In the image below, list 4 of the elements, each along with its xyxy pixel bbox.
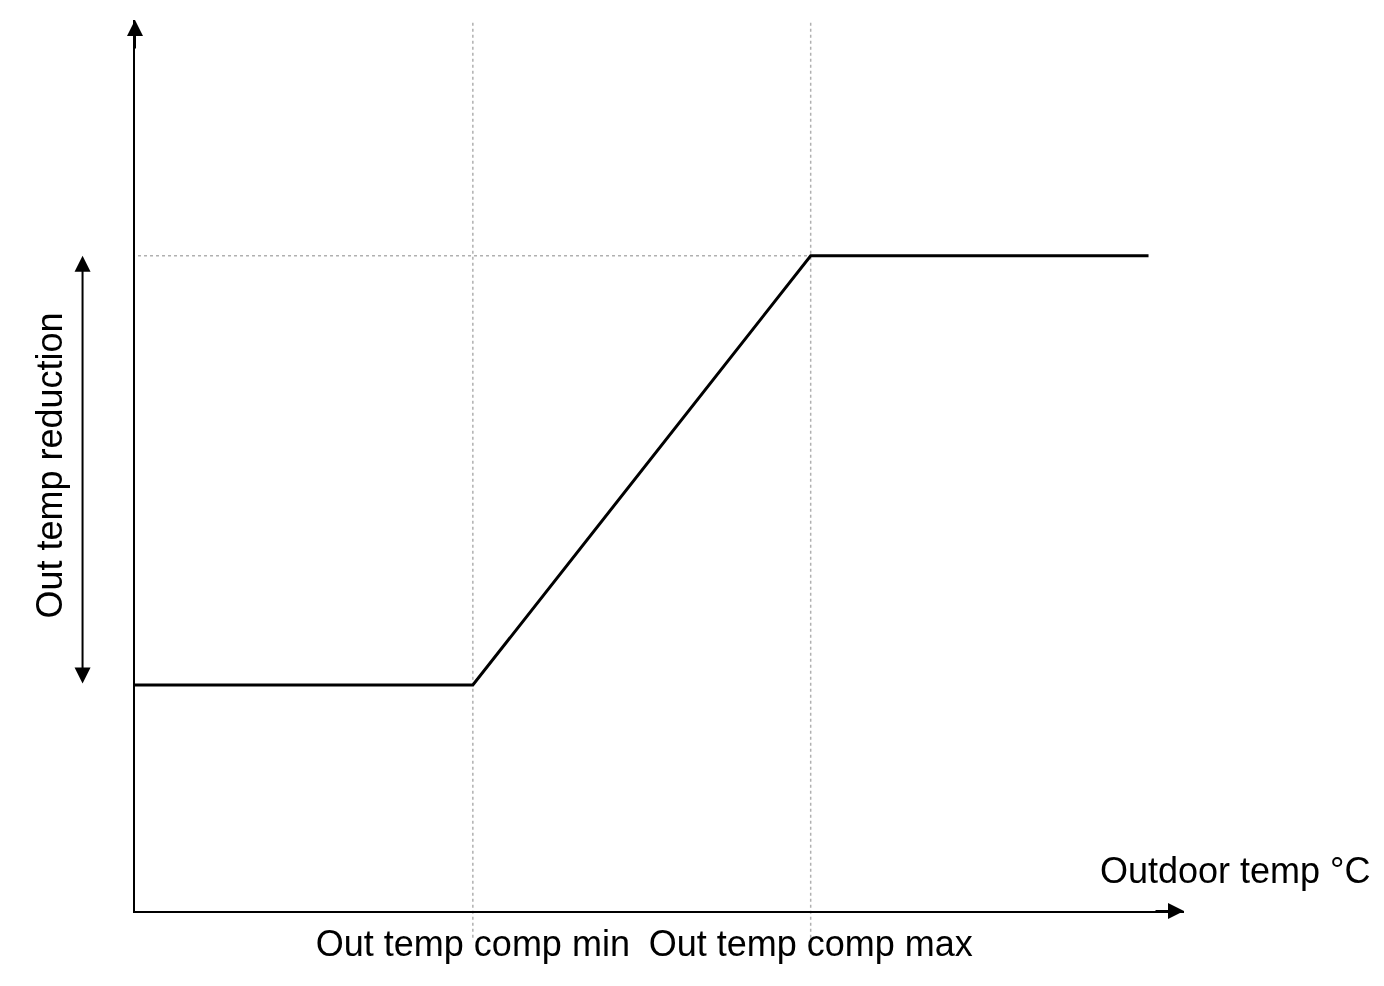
x-tick-label: Out temp comp max — [648, 922, 973, 964]
y-axis-title: Out temp reduction — [28, 312, 70, 619]
x-tick-label: Out temp comp min — [315, 922, 630, 964]
x-axis-title: Outdoor temp °C — [1100, 850, 1371, 891]
